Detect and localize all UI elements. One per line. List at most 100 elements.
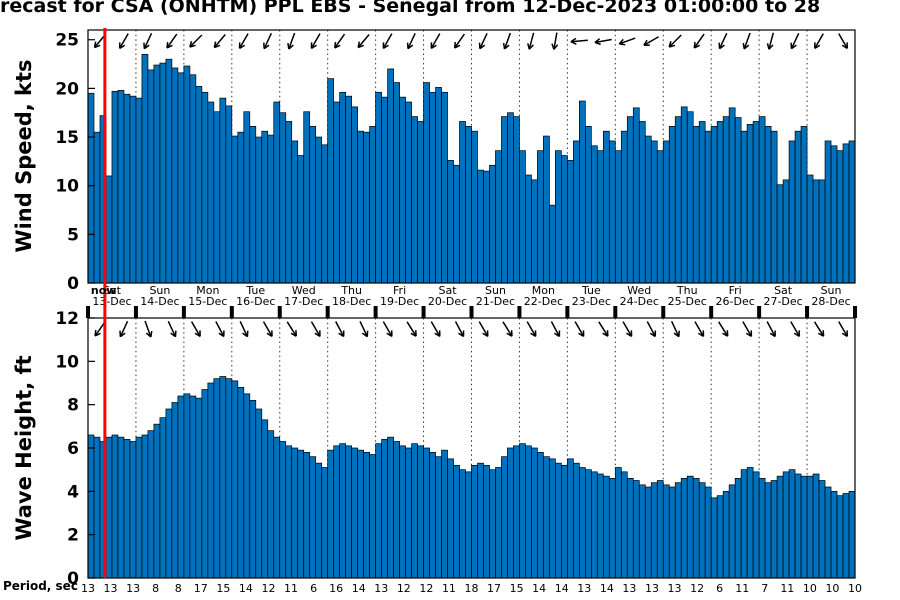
wind-speed-bar [758, 116, 766, 284]
date-label: 22-Dec [524, 295, 563, 308]
wave-height-bar [477, 462, 484, 579]
wave-height-bar [722, 490, 730, 579]
y-tick-label: 2 [67, 526, 79, 546]
period-value: 13 [668, 582, 682, 595]
wave-height-bar [740, 469, 748, 579]
date-label: 13-Dec [92, 295, 131, 308]
direction-arrow [668, 34, 682, 48]
day-name-label: Thu [676, 284, 698, 297]
direction-arrow-head [93, 41, 97, 48]
wind-speed-bar [423, 82, 430, 284]
direction-arrow [594, 38, 612, 44]
wind-speed-bar [848, 140, 856, 284]
wind-speed-bar [417, 121, 424, 284]
direction-arrow-head [430, 44, 437, 50]
direction-arrow-head [504, 44, 510, 50]
direction-arrow-head [194, 332, 201, 338]
direction-arrow [526, 321, 537, 337]
direction-arrow-head [119, 44, 126, 50]
day-name-label: Wed [292, 284, 316, 297]
direction-arrow [263, 32, 273, 50]
direction-arrow-head [218, 332, 225, 338]
period-value: 13 [577, 582, 591, 595]
wave-height-bar [93, 436, 101, 579]
date-label: 17-Dec [284, 295, 323, 308]
direction-arrow-head [314, 332, 321, 338]
wave-height-bar [770, 480, 778, 579]
direction-arrow [407, 32, 416, 50]
wind-speed-bar [369, 125, 376, 284]
period-value: 17 [194, 582, 208, 595]
period-value: 15 [216, 582, 230, 595]
period-value: 8 [175, 582, 182, 595]
wave-height-bar [249, 399, 257, 579]
direction-arrow-head [357, 44, 365, 49]
wind-speed-bar [722, 116, 730, 284]
wave-height-bar [537, 451, 544, 579]
direction-arrow-head [482, 332, 489, 338]
wave-height-bar [387, 436, 394, 579]
direction-arrow-head [841, 332, 848, 338]
wave-height-bar [501, 456, 508, 579]
wind-speed-bar [345, 95, 353, 284]
direction-arrow-head [506, 332, 513, 337]
direction-arrow-head [94, 44, 101, 49]
day-name-label: Mon [196, 284, 219, 297]
wind-speed-bar [555, 150, 562, 284]
wave-height-bar [585, 469, 592, 579]
direction-arrow-head [626, 332, 632, 338]
wave-height-bar [117, 436, 125, 579]
period-value: 17 [487, 582, 501, 595]
wind-speed-bar [339, 91, 347, 284]
wind-speed-bar [579, 100, 586, 284]
period-value: 11 [284, 582, 298, 595]
wind-speed-bar [201, 91, 209, 284]
direction-arrow-head [502, 42, 506, 50]
wave-height-bar [411, 443, 418, 579]
period-value: 6 [716, 582, 723, 595]
wind-speed-bar [255, 136, 263, 284]
direction-arrow [359, 320, 368, 338]
wave-height-bar [423, 447, 430, 579]
wind-speed-bar [668, 125, 676, 284]
wind-speed-bar [513, 116, 520, 284]
direction-arrow-head [768, 44, 774, 50]
direction-arrow-head [239, 44, 246, 50]
wave-height-bar [177, 395, 185, 579]
wind-speed-bar [620, 130, 628, 284]
wind-speed-bar [471, 130, 478, 284]
direction-arrow [766, 321, 776, 337]
wind-speed-bar [501, 116, 508, 284]
wave-height-bar [165, 408, 173, 579]
direction-arrow [262, 321, 273, 337]
direction-arrow [382, 33, 393, 49]
wave-height-bar [626, 477, 634, 579]
direction-arrow [742, 321, 753, 337]
wind-speed-bar [543, 135, 550, 284]
page-title: recast for CSA (ONHTM) PPL EBS - Senegal… [0, 0, 821, 17]
wind-speed-bar [602, 130, 610, 284]
direction-arrow-head [213, 41, 217, 48]
wind-speed-bar [93, 131, 101, 284]
wave-height-bar [345, 445, 353, 579]
wind-speed-bar [147, 69, 155, 284]
wind-speed-bar [824, 140, 832, 284]
wave-height-bar [686, 475, 694, 579]
direction-arrow [622, 321, 633, 337]
wave-height-bar [734, 477, 742, 579]
direction-arrow [454, 321, 465, 337]
period-value: 14 [600, 582, 614, 595]
direction-arrow-head [94, 332, 101, 337]
wind-speed-bar [219, 97, 227, 284]
wind-speed-bar [123, 93, 131, 284]
wave-height-bar [363, 451, 370, 579]
y-tick-label: 15 [55, 128, 79, 148]
wave-height-bar [680, 477, 688, 579]
direction-arrow [528, 32, 535, 50]
wind-speed-bar [351, 106, 358, 284]
wave-height-bar [573, 462, 580, 579]
y-tick-label: 0 [67, 569, 79, 589]
direction-arrow [239, 320, 249, 338]
wave-height-bar [692, 477, 700, 579]
